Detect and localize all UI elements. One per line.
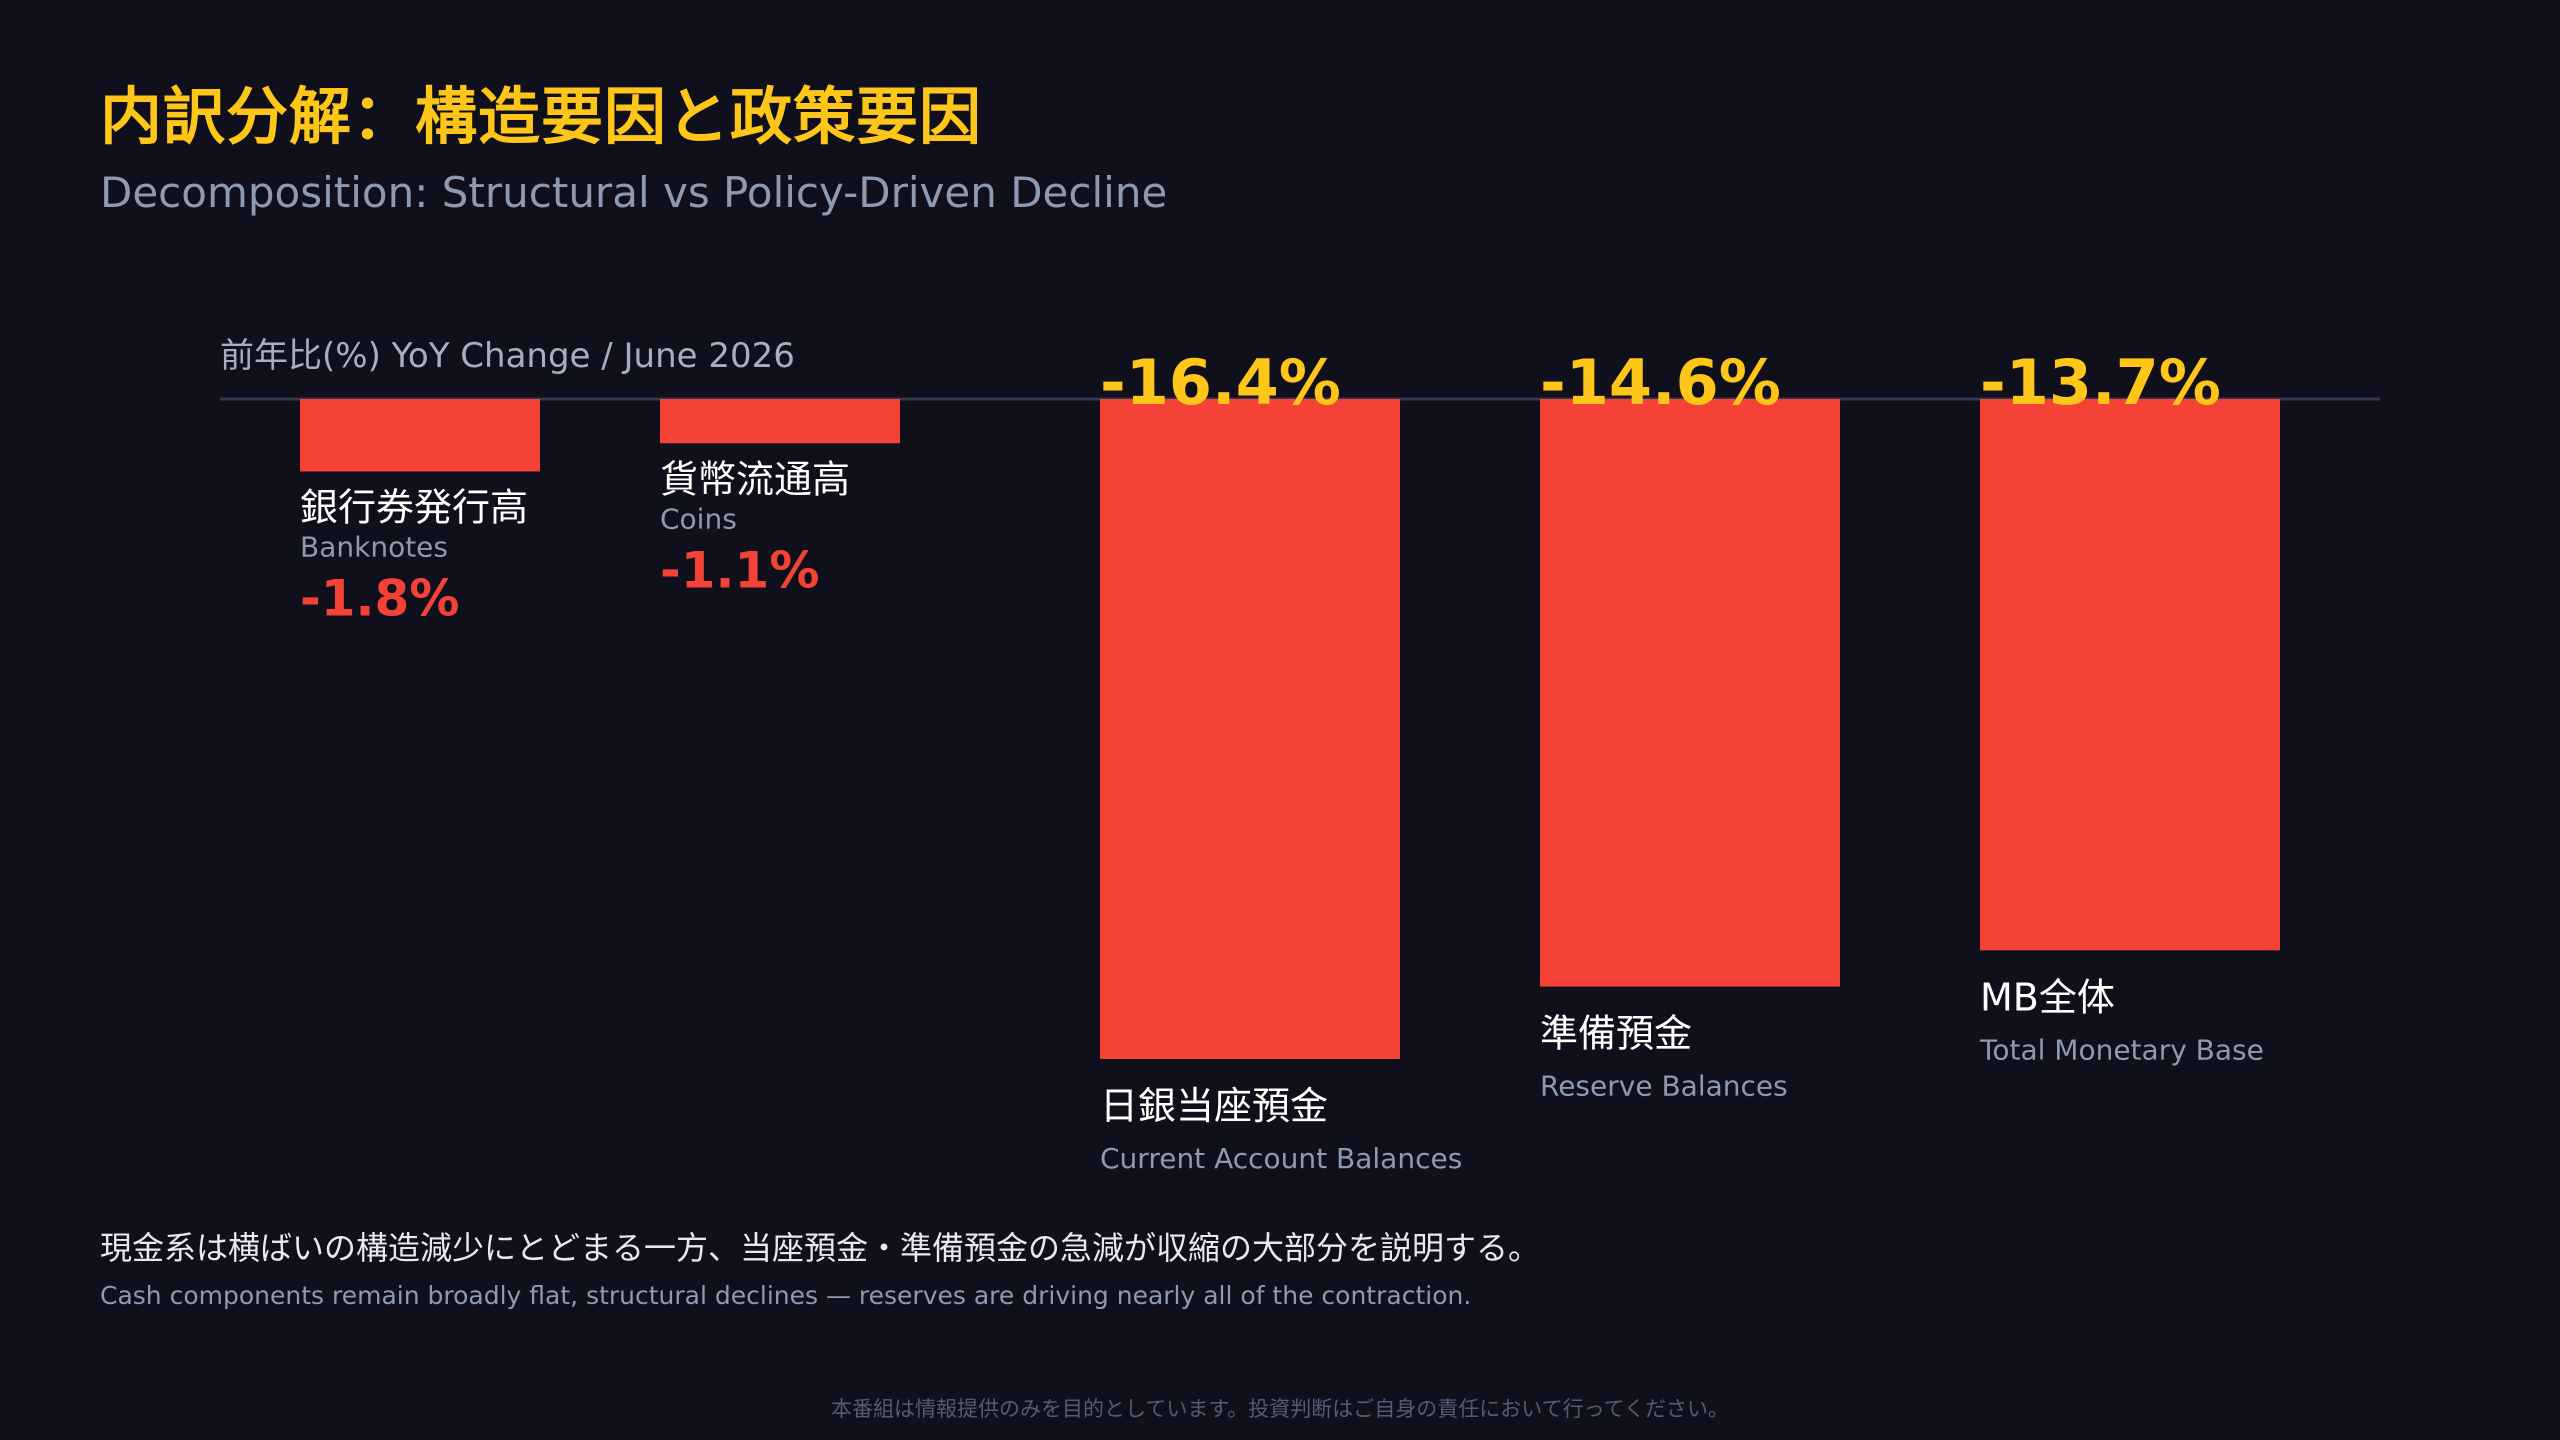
category-label-banknotes: 銀行券発行高 [300, 485, 528, 529]
category-label-en-coins: Coins [660, 502, 737, 535]
bar-coins [660, 399, 900, 444]
value-label-banknotes: -1.8% [300, 569, 459, 627]
value-label-current-account-balances: -16.4% [1100, 346, 1341, 419]
bar-banknotes [300, 399, 540, 472]
bar-reserve-balances [1540, 399, 1840, 987]
y-axis-label: 前年比(%) YoY Change / June 2026 [220, 336, 795, 376]
page-title: 内訳分解：構造要因と政策要因 [100, 80, 983, 153]
value-label-reserve-balances: -14.6% [1540, 346, 1781, 419]
category-label-en-current-account-balances: Current Account Balances [1100, 1142, 1462, 1175]
bar-total-monetary-base [1980, 399, 2280, 951]
category-label-en-banknotes: Banknotes [300, 530, 448, 563]
value-label-total-monetary-base: -13.7% [1980, 346, 2221, 419]
page-subtitle: Decomposition: Structural vs Policy-Driv… [100, 168, 1168, 217]
value-label-coins: -1.1% [660, 541, 819, 599]
disclaimer: 本番組は情報提供のみを目的としています。投資判断はご自身の責任において行ってくだ… [831, 1397, 1729, 1421]
category-label-coins: 貨幣流通高 [660, 457, 850, 501]
footer-note-en: Cash components remain broadly flat, str… [100, 1281, 1472, 1310]
category-label-en-reserve-balances: Reserve Balances [1540, 1070, 1788, 1103]
category-label-total-monetary-base: MB全体 [1980, 975, 2115, 1019]
category-label-reserve-balances: 準備預金 [1540, 1012, 1692, 1056]
footer-note-jp: 現金系は横ばいの構造減少にとどまる一方、当座預金・準備預金の急減が収縮の大部分を… [100, 1229, 1541, 1267]
category-label-en-total-monetary-base: Total Monetary Base [1979, 1033, 2264, 1066]
bar-current-account-balances [1100, 399, 1400, 1059]
category-label-current-account-balances: 日銀当座預金 [1100, 1084, 1328, 1128]
